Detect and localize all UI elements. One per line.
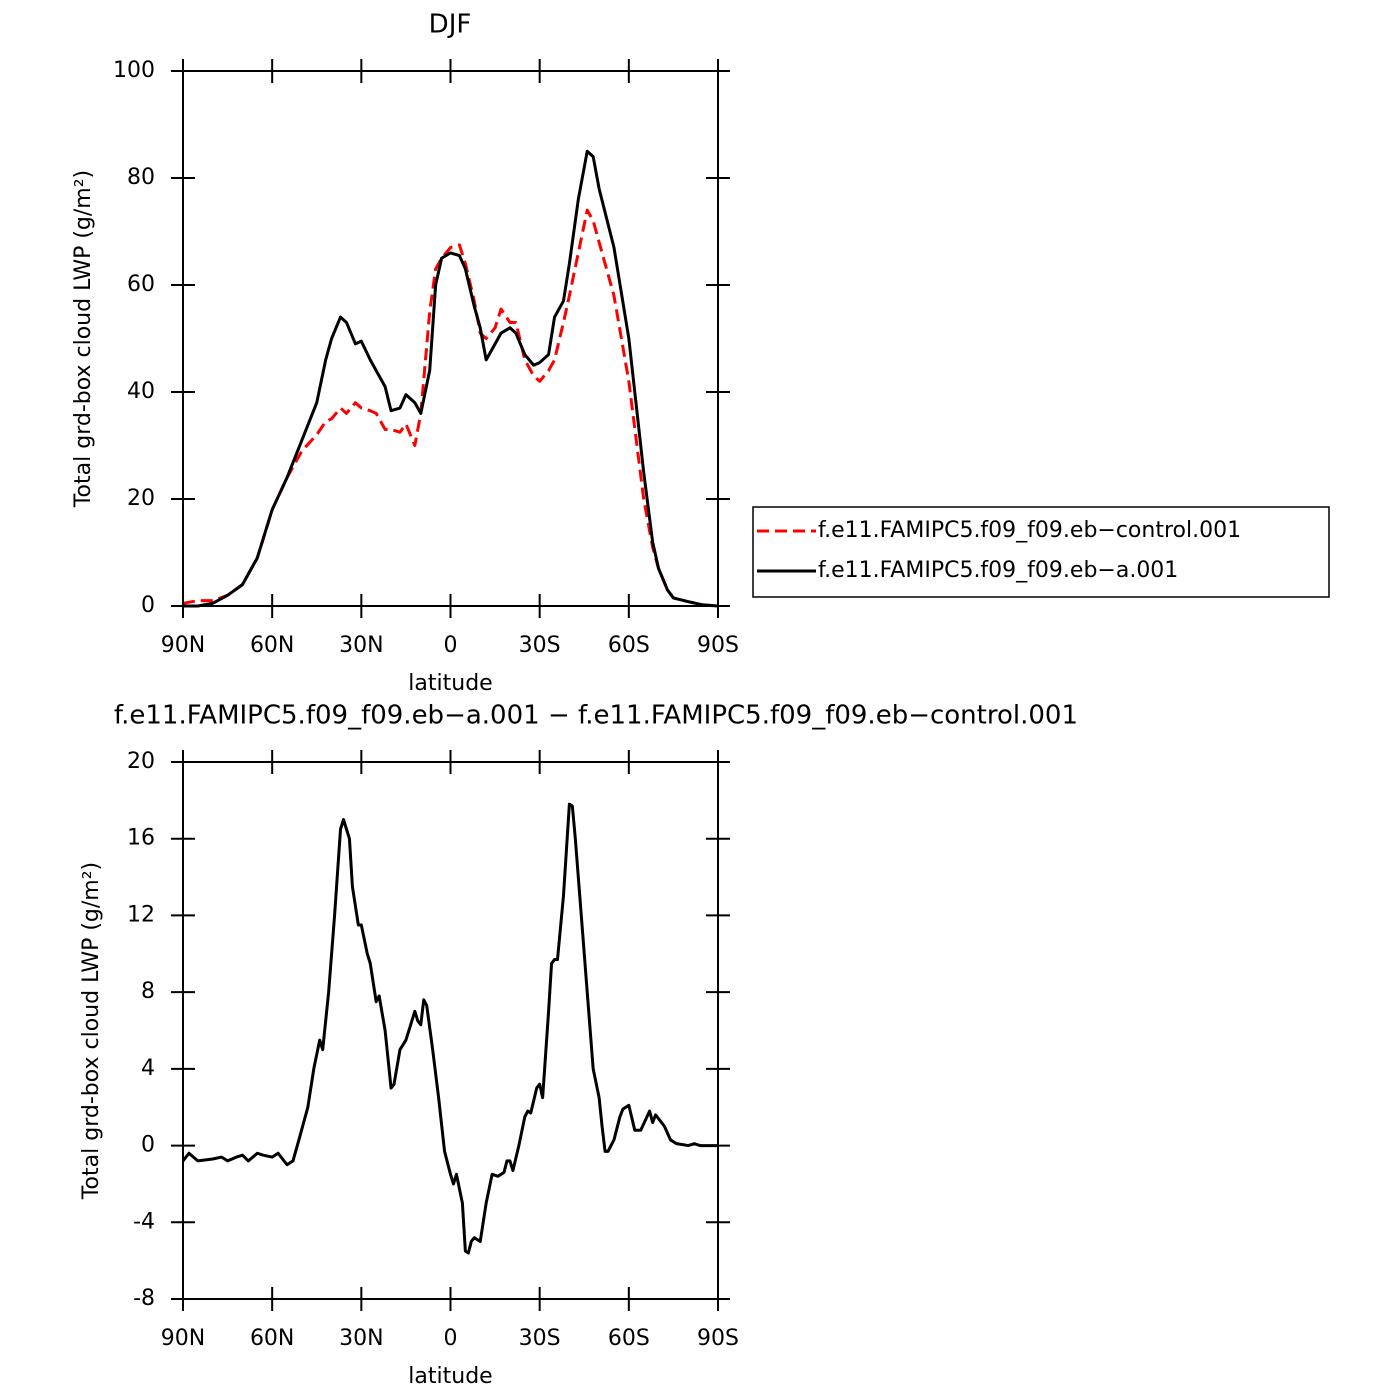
x-tick-label: 60S (608, 1326, 650, 1351)
y-tick-label: 100 (113, 58, 155, 83)
plot-frame (182, 70, 719, 607)
x-tick-label: 30N (339, 1326, 383, 1351)
x-axis-label: latitude (408, 1364, 492, 1389)
x-tick-label: 30N (339, 633, 383, 658)
y-tick-label: -8 (133, 1286, 155, 1311)
x-tick-label: 60N (250, 1326, 294, 1351)
y-tick-label: 20 (127, 486, 155, 511)
data-line (181, 802, 718, 1255)
y-tick-label: 12 (127, 902, 155, 927)
y-tick-label: 16 (127, 826, 155, 851)
y-tick-label: -4 (133, 1209, 155, 1234)
x-tick-label: 60N (250, 633, 294, 658)
data-line (183, 149, 719, 608)
x-tick-label: 90N (161, 1326, 205, 1351)
y-tick-label: 8 (141, 979, 155, 1004)
y-tick-label: 60 (127, 272, 155, 297)
x-tick-label: 0 (444, 633, 458, 658)
legend-box (752, 506, 1330, 598)
y-axis-label: Total grd-box cloud LWP (g/m²) (79, 862, 104, 1200)
x-tick-label: 90S (697, 633, 739, 658)
chart-title: f.e11.FAMIPC5.f09_f09.eb−a.001 − f.e11.F… (114, 701, 1078, 731)
y-axis-label: Total grd-box cloud LWP (g/m²) (71, 170, 96, 508)
chart-title: DJF (429, 10, 472, 40)
data-line (182, 208, 719, 608)
plot-frame (182, 761, 719, 1300)
x-tick-label: 60S (608, 633, 650, 658)
x-tick-label: 90N (161, 633, 205, 658)
y-tick-label: 20 (127, 749, 155, 774)
x-tick-label: 30S (519, 633, 561, 658)
y-tick-label: 80 (127, 165, 155, 190)
legend-label: f.e11.FAMIPC5.f09_f09.eb−a.001 (818, 558, 1178, 583)
y-tick-label: 40 (127, 379, 155, 404)
y-tick-label: 0 (141, 1133, 155, 1158)
y-tick-label: 0 (141, 593, 155, 618)
x-tick-label: 0 (444, 1326, 458, 1351)
y-tick-label: 4 (141, 1056, 155, 1081)
x-axis-label: latitude (408, 671, 492, 696)
x-tick-label: 30S (519, 1326, 561, 1351)
x-tick-label: 90S (697, 1326, 739, 1351)
legend-label: f.e11.FAMIPC5.f09_f09.eb−control.001 (818, 518, 1241, 543)
